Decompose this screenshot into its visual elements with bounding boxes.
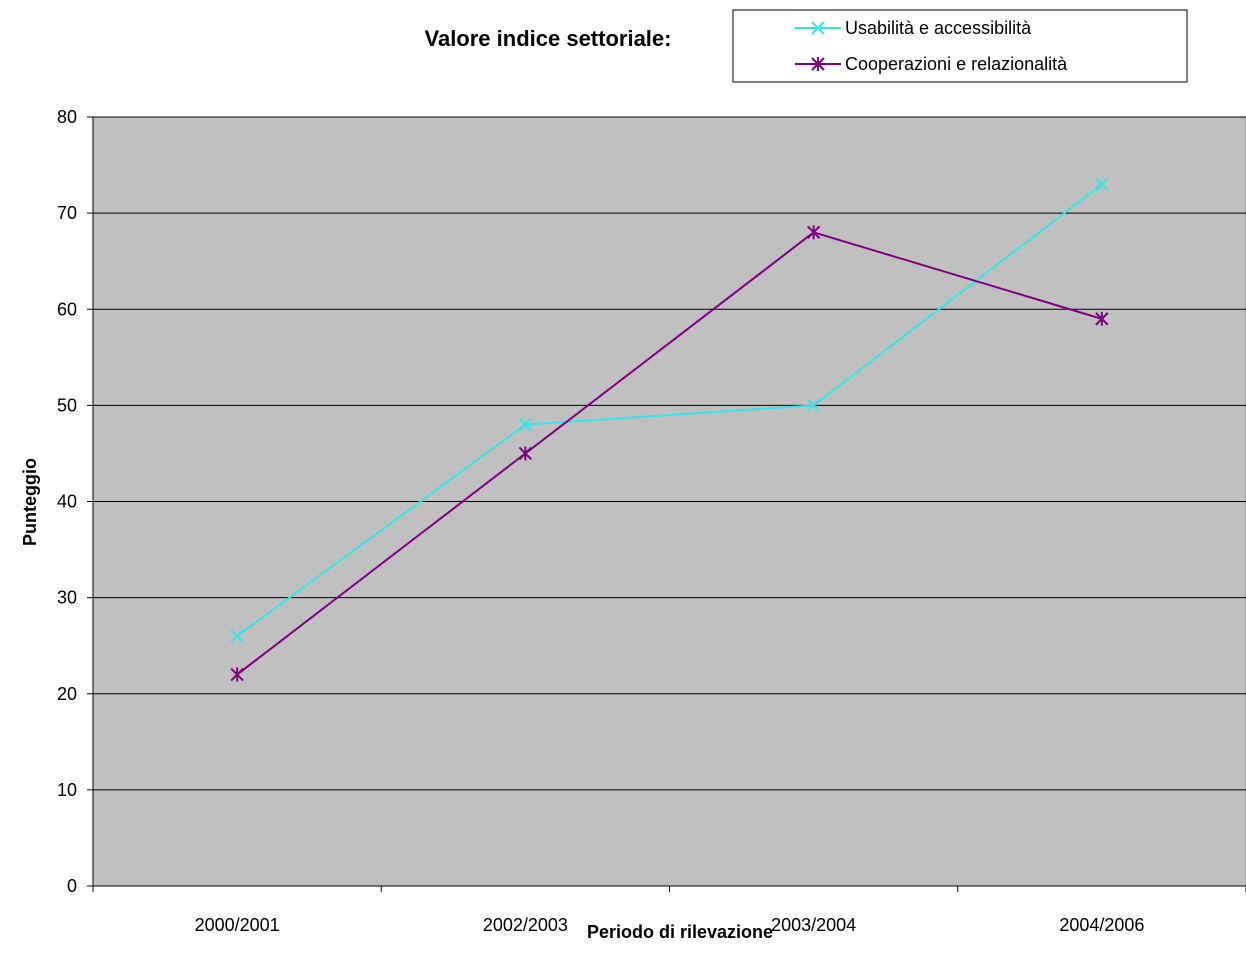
legend-marker	[811, 57, 825, 71]
y-tick-label: 50	[57, 395, 77, 415]
x-axis-title: Periodo di rilevazione	[587, 922, 773, 942]
x-tick-label: 2000/2001	[195, 915, 280, 935]
legend-box	[732, 9, 1188, 83]
y-tick-label: 0	[67, 876, 77, 896]
axes: 0 10 20 30 40 50 60 70 80 2000/2001 2002/2003 2003/…	[57, 107, 1246, 935]
legend-marker	[811, 21, 825, 35]
data-point	[806, 398, 821, 413]
marker-stroke	[518, 417, 533, 432]
legend: Usabilità e accessibilità Cooperazioni e …	[732, 9, 1188, 83]
data-point	[518, 446, 533, 461]
series-line	[236, 183, 1103, 637]
series-line	[236, 231, 1103, 676]
y-tick-label: 10	[57, 780, 77, 800]
data-point	[1095, 311, 1109, 326]
y-tick-label: 40	[57, 492, 77, 512]
marker-stroke	[811, 21, 825, 35]
legend-label: Usabilità e accessibilità	[845, 18, 1032, 38]
series-group	[230, 177, 1109, 682]
y-tick-label: 60	[57, 299, 77, 319]
x-tick-label: 2003/2004	[771, 915, 856, 935]
data-point	[1095, 177, 1109, 191]
data-point	[230, 629, 244, 643]
legend-label: Cooperazioni e relazionalità	[845, 54, 1068, 74]
y-tick-label: 70	[57, 203, 77, 223]
y-tick-label: 20	[57, 684, 77, 704]
y-tick-label: 80	[57, 107, 77, 127]
marker-stroke	[806, 398, 821, 413]
data-point	[806, 225, 821, 240]
x-tick-label: 2002/2003	[483, 915, 568, 935]
x-tick-label: 2004/2006	[1059, 915, 1144, 935]
data-point	[518, 417, 533, 432]
chart-title: Valore indice settoriale:	[425, 26, 672, 51]
y-tick-label: 30	[57, 588, 77, 608]
data-point	[230, 667, 244, 682]
marker-stroke	[1095, 177, 1109, 191]
plot-area	[92, 116, 1246, 887]
marker-stroke	[230, 629, 244, 643]
y-axis-title: Punteggio	[20, 458, 40, 546]
